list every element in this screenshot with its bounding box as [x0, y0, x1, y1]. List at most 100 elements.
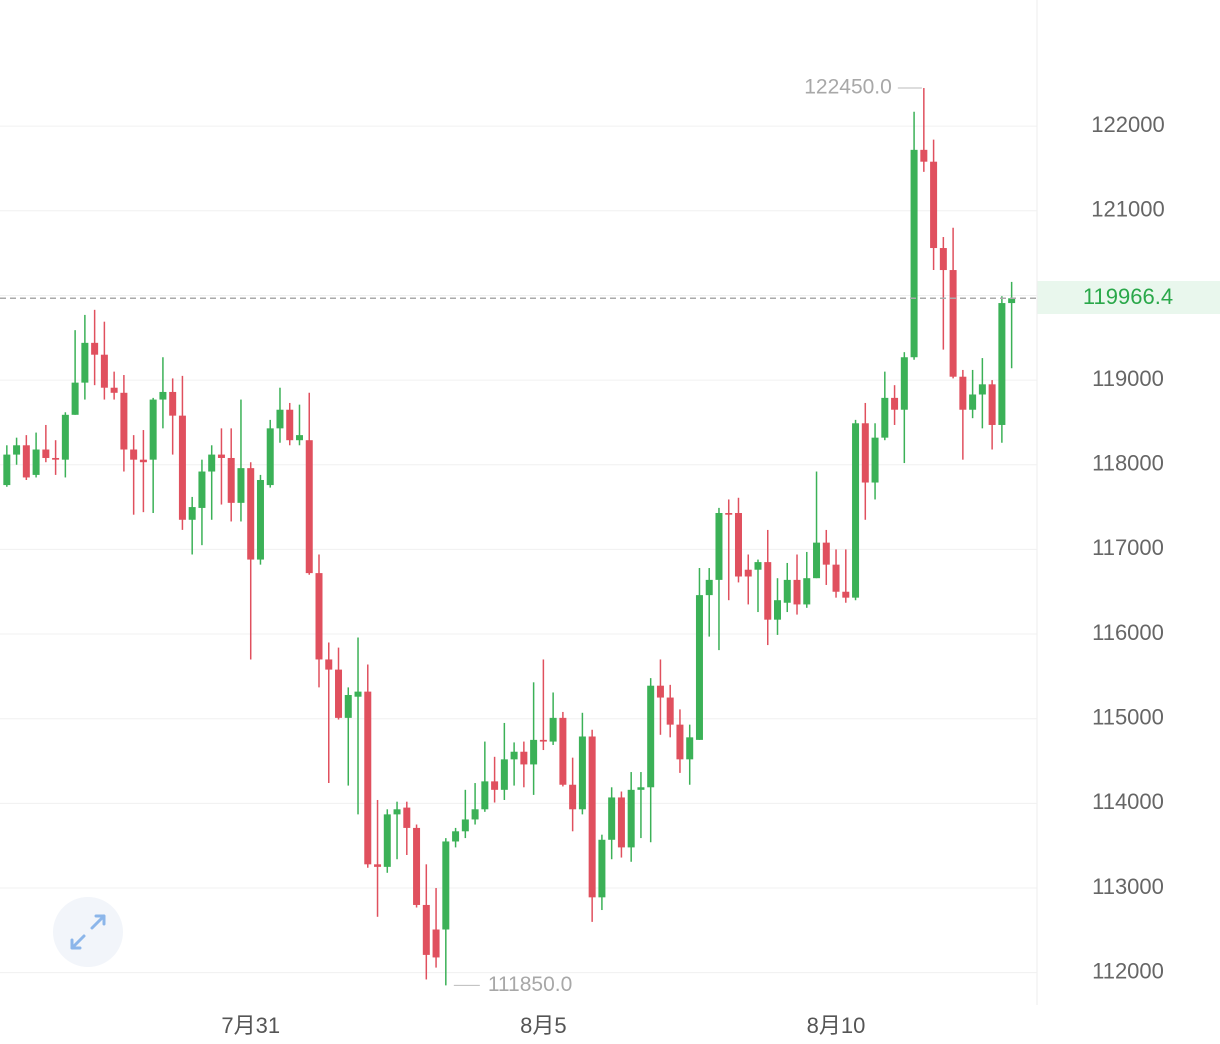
expand-icon[interactable] [70, 914, 106, 950]
candle-body [91, 342, 99, 355]
candle-body [978, 384, 986, 395]
y-tick-label: 112000 [1092, 958, 1164, 983]
candle-body [627, 789, 635, 848]
candle-body [588, 736, 596, 898]
y-tick-label: 121000 [1091, 197, 1164, 222]
candle-body [315, 573, 323, 660]
candle-body [61, 414, 69, 460]
y-tick-label: 118000 [1092, 451, 1164, 476]
candle-body [354, 691, 362, 697]
y-tick-label: 113000 [1092, 874, 1164, 899]
candle-body [686, 737, 694, 760]
candle-body [344, 695, 352, 718]
candle-body [266, 428, 274, 486]
candle-body [227, 457, 235, 503]
candle-body [803, 578, 811, 605]
candle-body [452, 831, 460, 842]
candle-body [110, 387, 118, 393]
candle-body [471, 809, 479, 820]
candle-body [422, 904, 430, 955]
candle-body [3, 454, 11, 486]
candle-body [256, 479, 264, 560]
candle-body [549, 717, 557, 742]
candle-body [930, 161, 938, 249]
expand-button[interactable] [53, 897, 123, 967]
candle-body [1008, 298, 1016, 304]
candle-body [598, 839, 606, 898]
candle-body [569, 784, 577, 810]
candle-body [793, 579, 801, 605]
candle-body [637, 787, 645, 790]
candle-body [774, 600, 782, 620]
candle-body [949, 270, 957, 377]
candle-body [725, 513, 733, 515]
candle-body [832, 564, 840, 592]
candle-body [608, 797, 616, 840]
candle-body [442, 841, 450, 930]
candle-body [188, 507, 196, 520]
candle-body [13, 445, 21, 455]
candle-body [871, 437, 879, 483]
candle-body [559, 717, 567, 785]
candle-body [744, 569, 752, 577]
candle-body [578, 736, 586, 810]
candle-body [656, 685, 664, 698]
candle-body [198, 471, 206, 508]
candle-body [383, 814, 391, 867]
candle-body [169, 391, 177, 416]
candle-body [715, 513, 723, 580]
candle-body [149, 399, 157, 460]
candle-body [305, 440, 313, 574]
candle-body [676, 724, 684, 760]
candle-body [22, 445, 30, 478]
candle-body [403, 807, 411, 828]
candle-body [959, 376, 967, 410]
y-tick-label: 114000 [1092, 789, 1164, 814]
candle-body [920, 149, 928, 162]
candle-body [295, 435, 303, 441]
candle-body [481, 781, 489, 810]
candle-body [461, 819, 469, 832]
candle-body [910, 149, 918, 358]
candle-body [998, 303, 1006, 425]
candle-body [734, 513, 742, 577]
annotation-label: 111850.0 [488, 973, 572, 996]
price-label-bg [1037, 281, 1220, 314]
candle-body [861, 423, 869, 483]
candle-body [852, 423, 860, 598]
candle-body [764, 562, 772, 620]
expand-circle[interactable] [53, 897, 123, 967]
x-tick-label: 7月31 [221, 1013, 280, 1038]
candle-body [237, 468, 245, 503]
candle-body [881, 397, 889, 438]
candle-body [939, 248, 947, 271]
y-tick-label: 119000 [1092, 366, 1164, 391]
candle-body [900, 357, 908, 410]
candle-body [491, 781, 499, 790]
candle-body [120, 392, 128, 450]
candle-body [325, 659, 333, 670]
candle-body [617, 797, 625, 848]
candle-body [891, 397, 899, 410]
candle-body [988, 384, 996, 425]
y-tick-label: 116000 [1092, 620, 1164, 645]
candle-body [178, 415, 186, 520]
candle-body [393, 809, 401, 815]
candle-body [666, 697, 674, 725]
candle-body [520, 751, 528, 765]
candle-body [647, 685, 655, 788]
candle-body [364, 691, 372, 865]
candle-body [822, 542, 830, 565]
candle-body [276, 409, 284, 429]
candle-body [208, 454, 216, 472]
x-tick-label: 8月5 [520, 1013, 566, 1038]
candle-body [969, 394, 977, 410]
candle-body [813, 542, 821, 579]
candle-body [139, 459, 147, 463]
candle-body [374, 864, 382, 867]
candle-body [510, 751, 518, 760]
candle-body [335, 669, 343, 718]
candle-body [42, 449, 50, 458]
